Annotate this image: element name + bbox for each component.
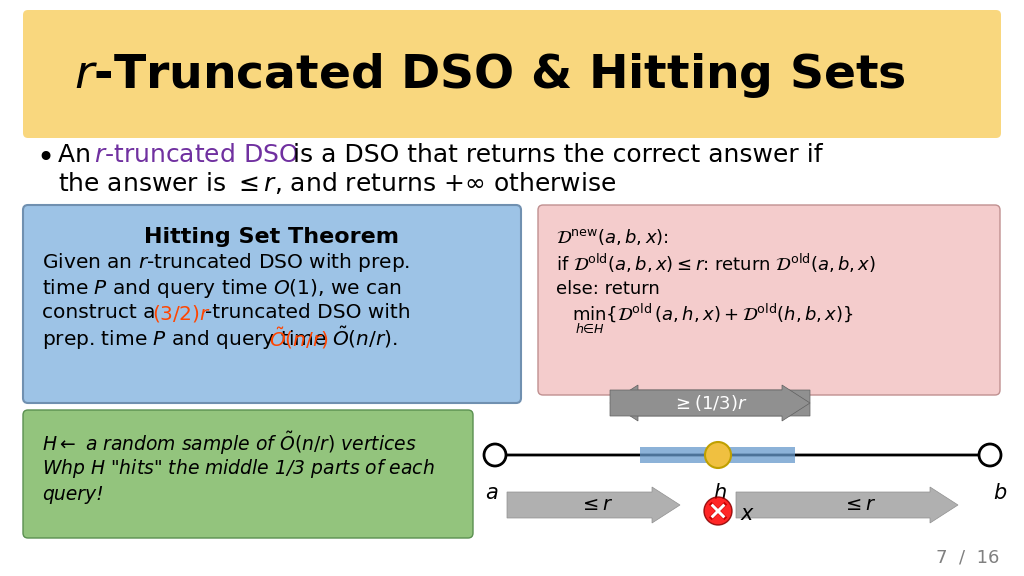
- FancyBboxPatch shape: [23, 205, 521, 403]
- Text: $\leq r$: $\leq r$: [579, 495, 614, 514]
- FancyArrow shape: [610, 385, 810, 421]
- FancyArrow shape: [736, 487, 958, 523]
- Text: $a$: $a$: [485, 483, 499, 503]
- FancyArrow shape: [507, 487, 680, 523]
- Text: $\min_{h \in H}\{\mathcal{D}^{\mathrm{old}}(a,h,x) + \mathcal{D}^{\mathrm{old}}(: $\min_{h \in H}\{\mathcal{D}^{\mathrm{ol…: [572, 301, 854, 335]
- Circle shape: [705, 442, 731, 468]
- Text: $\geq (1/3)r$: $\geq (1/3)r$: [673, 393, 748, 413]
- Text: construct a: construct a: [42, 304, 162, 323]
- Text: -truncated DSO with: -truncated DSO with: [205, 304, 411, 323]
- Text: $r$-truncated DSO: $r$-truncated DSO: [94, 143, 299, 167]
- Circle shape: [484, 444, 506, 466]
- FancyArrow shape: [610, 385, 810, 421]
- Bar: [640, 447, 795, 463]
- FancyBboxPatch shape: [23, 10, 1001, 138]
- Text: Whp $H$ "hits" the middle 1/3 parts of each: Whp $H$ "hits" the middle 1/3 parts of e…: [42, 457, 435, 480]
- Circle shape: [705, 497, 732, 525]
- FancyBboxPatch shape: [538, 205, 1000, 395]
- Text: prep. time $P$ and query time $\tilde{O}(n/r)$.: prep. time $P$ and query time $\tilde{O}…: [42, 324, 397, 351]
- Text: is a DSO that returns the correct answer if: is a DSO that returns the correct answer…: [285, 143, 822, 167]
- Text: $\tilde{O}(n/r)$: $\tilde{O}(n/r)$: [269, 325, 329, 351]
- Bar: [709, 502, 727, 520]
- Text: $\mathcal{D}^{\mathrm{new}}(a,b,x)$:: $\mathcal{D}^{\mathrm{new}}(a,b,x)$:: [556, 227, 669, 247]
- Text: 7  /  16: 7 / 16: [936, 549, 999, 567]
- Bar: [711, 503, 725, 518]
- Text: $H \leftarrow$ a random sample of $\tilde{O}(n/r)$ vertices: $H \leftarrow$ a random sample of $\tild…: [42, 430, 417, 457]
- Text: Hitting Set Theorem: Hitting Set Theorem: [144, 227, 399, 247]
- Text: $\leq r$: $\leq r$: [842, 495, 877, 514]
- Text: if $\mathcal{D}^{\mathrm{old}}(a,b,x) \leq r$: return $\mathcal{D}^{\mathrm{old}: if $\mathcal{D}^{\mathrm{old}}(a,b,x) \l…: [556, 251, 877, 275]
- Text: $h$: $h$: [713, 483, 727, 503]
- Text: the answer is $\leq r$, and returns $+\infty$ otherwise: the answer is $\leq r$, and returns $+\i…: [58, 170, 616, 196]
- Text: $(3/2)r$: $(3/2)r$: [152, 302, 211, 324]
- Bar: [709, 502, 727, 520]
- Bar: [711, 503, 725, 518]
- Text: $x$: $x$: [740, 504, 755, 524]
- Text: else: return: else: return: [556, 280, 659, 298]
- Text: Given an $r$-truncated DSO with prep.: Given an $r$-truncated DSO with prep.: [42, 252, 411, 275]
- Text: $\mathit{r}$-Truncated DSO & Hitting Sets: $\mathit{r}$-Truncated DSO & Hitting Set…: [74, 51, 906, 100]
- Text: query!: query!: [42, 486, 103, 505]
- FancyBboxPatch shape: [23, 410, 473, 538]
- Circle shape: [979, 444, 1001, 466]
- Text: •: •: [36, 143, 54, 172]
- Text: $b$: $b$: [993, 483, 1008, 503]
- Text: An: An: [58, 143, 99, 167]
- Text: time $P$ and query time $O(1)$, we can: time $P$ and query time $O(1)$, we can: [42, 276, 401, 300]
